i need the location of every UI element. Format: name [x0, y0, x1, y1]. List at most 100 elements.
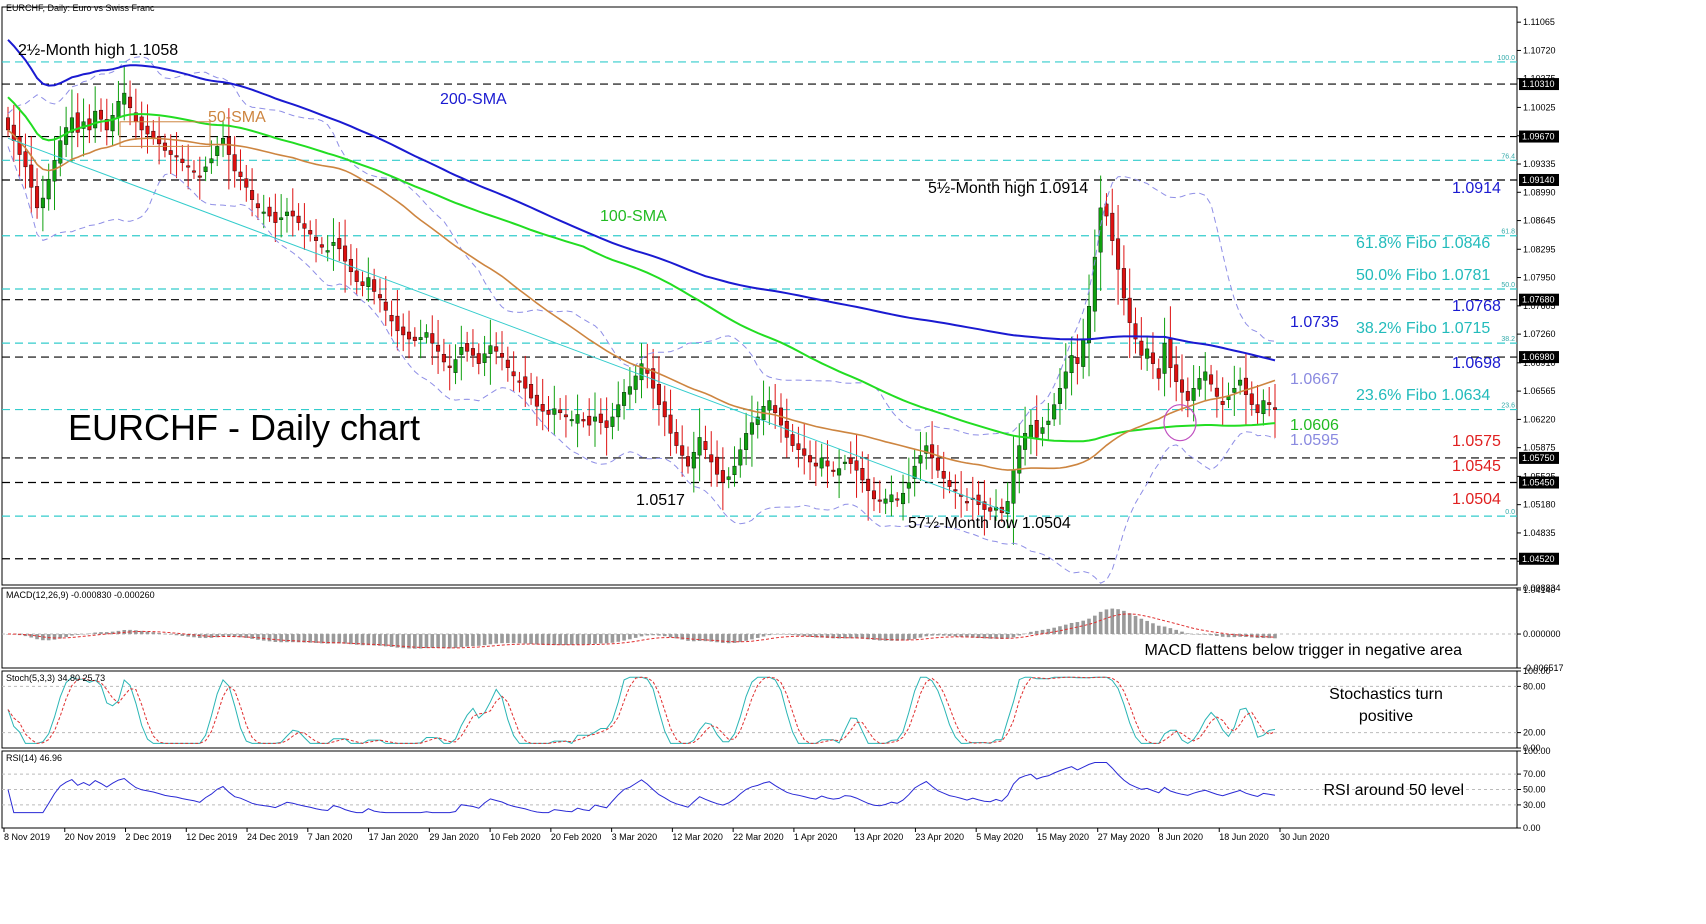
macd-signal-line [7, 613, 1276, 649]
bullish-candle [1191, 388, 1196, 401]
macd-bar [604, 634, 609, 644]
macd-bar [401, 634, 406, 649]
bearish-candle [412, 336, 417, 341]
macd-bar [837, 634, 841, 639]
macd-bar [633, 634, 638, 638]
price-annotation: 1.0575 [1452, 433, 1501, 450]
macd-bar [587, 634, 591, 645]
macd-bar [546, 634, 551, 646]
bearish-candle [302, 223, 307, 229]
stoch-axis-label: 20.00 [1523, 728, 1546, 738]
macd-bar [941, 634, 946, 636]
x-axis-label: 10 Feb 2020 [490, 832, 541, 842]
price-axis-label: 1.07260 [1523, 329, 1556, 339]
bearish-candle [1267, 402, 1272, 405]
price-annotation: 38.2% Fibo 1.0715 [1356, 320, 1490, 337]
bullish-candle [122, 92, 127, 105]
bullish-candle [418, 337, 423, 340]
macd-bar [686, 634, 690, 641]
macd-bar [790, 634, 795, 636]
bearish-candle [662, 401, 667, 418]
macd-bar [261, 634, 266, 641]
x-axis-label: 12 Mar 2020 [672, 832, 723, 842]
macd-bar [151, 632, 156, 635]
macd-bar [912, 634, 917, 639]
macd-bar [883, 634, 888, 641]
fibonacci-mark: 76.4 [1501, 153, 1515, 160]
bearish-candle [1127, 297, 1132, 323]
price-annotation: 1.0545 [1452, 458, 1501, 475]
price-annotation: 1.0735 [1290, 314, 1339, 331]
x-axis-label: 17 Jan 2020 [369, 832, 419, 842]
price-axis-label: 1.08295 [1523, 244, 1556, 254]
bearish-candle [151, 130, 156, 139]
price-tag-label: 1.04520 [1522, 554, 1555, 564]
bullish-candle [842, 461, 847, 464]
x-axis-label: 13 Apr 2020 [855, 832, 904, 842]
price-axis-label: 1.09335 [1523, 159, 1556, 169]
bearish-candle [860, 468, 865, 481]
price-axis-label: 1.07605 [1523, 301, 1556, 311]
macd-bar [174, 634, 179, 636]
fibonacci-mark: 38.2 [1501, 336, 1515, 343]
macd-bar [476, 634, 481, 646]
bullish-candle [209, 158, 214, 164]
macd-bar [64, 634, 68, 638]
bullish-candle [1028, 424, 1033, 439]
stoch-annotation: Stochastics turn [1329, 686, 1443, 703]
macd-bar [279, 634, 283, 643]
bullish-candle [40, 197, 45, 209]
macd-bar [238, 634, 243, 638]
bearish-candle [674, 432, 679, 446]
rsi-axis-label: 100.00 [1523, 746, 1551, 756]
bearish-candle [1034, 420, 1039, 438]
macd-axis-label: 0.008834 [1523, 583, 1561, 593]
bullish-candle [575, 414, 580, 424]
macd-bar [901, 634, 905, 641]
bearish-candle [1249, 393, 1254, 405]
macd-bar [168, 634, 173, 635]
bearish-candle [982, 501, 987, 510]
macd-bar [302, 634, 307, 643]
macd-bar [1040, 629, 1045, 635]
macd-bar [506, 634, 510, 644]
bearish-candle [598, 413, 603, 423]
macd-bar [1220, 634, 1225, 637]
price-axis-label: 1.11065 [1523, 17, 1555, 27]
macd-bar [494, 634, 499, 644]
macd-bar [296, 634, 301, 643]
bullish-candle [331, 242, 336, 246]
bearish-candle [546, 410, 551, 415]
bullish-candle [726, 476, 731, 480]
bullish-candle [284, 211, 289, 216]
bullish-candle [744, 433, 749, 450]
price-annotation: 1.0504 [1452, 491, 1501, 508]
macd-bar [75, 634, 80, 635]
macd-bar [715, 634, 719, 643]
bearish-candle [517, 380, 522, 383]
macd-bar [273, 634, 278, 642]
price-tag [1519, 451, 1559, 464]
x-axis-label: 22 Mar 2020 [733, 832, 784, 842]
macd-bar [1000, 634, 1004, 639]
bearish-candle [337, 238, 342, 250]
macd-bar [424, 634, 429, 649]
macd-bar [471, 634, 475, 647]
sma-50-line [7, 129, 1276, 471]
bearish-candle [796, 443, 801, 450]
sma-100-line [7, 96, 1276, 443]
bearish-candle [877, 499, 882, 502]
macd-bar [232, 634, 237, 637]
macd-bar [808, 634, 812, 637]
macd-bar [767, 634, 772, 636]
bearish-candle [197, 175, 202, 178]
bearish-candle [895, 498, 900, 501]
price-annotation: 5½-Month high 1.0914 [928, 180, 1088, 197]
macd-bar [383, 634, 388, 647]
macd-bar [575, 634, 580, 645]
price-annotation: 1.0914 [1452, 180, 1501, 197]
macd-bar [134, 630, 138, 635]
bullish-candle [459, 347, 464, 355]
bearish-candle [372, 279, 377, 292]
